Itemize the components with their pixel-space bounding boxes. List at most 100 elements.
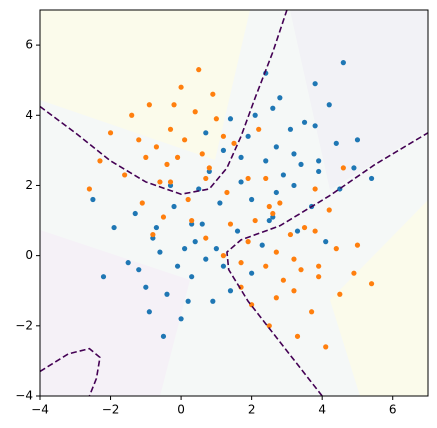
scatter-point — [227, 221, 234, 227]
scatter-point — [160, 333, 167, 339]
scatter-point — [291, 182, 297, 189]
scatter-point — [249, 270, 255, 276]
scatter-point — [192, 109, 198, 115]
scatter-point — [245, 239, 251, 245]
y-tick-label: 0 — [25, 248, 33, 262]
scatter-point — [294, 228, 301, 234]
scatter-point — [287, 126, 294, 132]
scatter-point — [277, 200, 283, 206]
x-tick-label: −4 — [31, 403, 49, 417]
scatter-point — [312, 123, 318, 129]
scatter-point — [157, 249, 163, 255]
scatter-point — [277, 95, 283, 101]
scatter-point — [266, 217, 272, 224]
scatter-point — [182, 137, 188, 143]
scatter-point — [129, 112, 135, 118]
scatter-point — [294, 333, 301, 339]
scatter-point — [220, 263, 227, 269]
scatter-point — [146, 102, 152, 108]
scatter-point — [333, 140, 339, 146]
scatter-point — [291, 256, 297, 262]
scatter-point — [263, 263, 269, 269]
background — [40, 10, 428, 396]
scatter-point — [354, 242, 361, 248]
scatter-point — [354, 137, 361, 143]
scatter-point — [312, 228, 318, 234]
scatter-point — [167, 126, 174, 132]
scatter-point — [238, 154, 244, 160]
scatter-point — [171, 102, 177, 108]
scatter-point — [291, 151, 297, 157]
scatter-point — [100, 274, 107, 280]
scatter-point — [368, 281, 375, 287]
x-tick-label: 4 — [318, 403, 326, 417]
scatter-point — [266, 203, 272, 210]
scatter-point — [252, 217, 258, 224]
scatter-point — [266, 323, 272, 329]
scatter-point — [196, 67, 202, 73]
scatter-point — [270, 210, 276, 217]
scatter-point — [301, 119, 308, 125]
scatter-point — [157, 179, 163, 185]
scatter-point — [263, 158, 269, 164]
scatter-point — [298, 267, 304, 273]
scatter-point — [224, 189, 230, 196]
scatter-point — [153, 224, 159, 231]
scatter-point — [178, 316, 184, 322]
scatter-point — [220, 147, 227, 153]
scatter-point — [174, 263, 181, 269]
scatter-point — [125, 260, 131, 266]
scatter-point — [203, 256, 209, 262]
scatter-point — [90, 196, 96, 203]
decision-boundary — [40, 10, 288, 196]
y-tick-label: −2 — [15, 318, 33, 332]
scatter-point — [316, 263, 322, 269]
scatter-point — [164, 291, 170, 297]
scatter-point — [256, 126, 262, 132]
scatter-point — [312, 186, 318, 192]
x-tick-label: 0 — [177, 403, 185, 417]
scatter-point — [143, 284, 149, 290]
scatter-point — [287, 231, 294, 238]
axes-frame — [39, 9, 429, 397]
scatter-point — [238, 260, 244, 266]
scatter-point — [182, 246, 188, 252]
scatter-point — [231, 140, 237, 146]
bg-region — [40, 10, 250, 160]
scatter-point — [273, 295, 279, 301]
scatter-point — [217, 200, 223, 206]
scatter-point — [203, 130, 209, 136]
scatter-point — [107, 130, 114, 136]
scatter-point — [136, 137, 142, 143]
scatter-point — [220, 133, 227, 139]
scatter-point — [122, 172, 128, 178]
scatter-point — [326, 207, 332, 213]
scatter-point — [213, 246, 219, 252]
scatter-point — [316, 158, 322, 164]
scatter-point — [273, 249, 279, 255]
scatter-point — [351, 165, 357, 171]
scatter-point — [167, 179, 174, 185]
scatter-point — [136, 267, 142, 273]
scatter-point — [270, 105, 276, 111]
scatter-point — [298, 161, 304, 167]
y-tick-label: 6 — [25, 38, 33, 52]
x-tick-label: 6 — [389, 403, 397, 417]
bg-region — [290, 10, 428, 190]
scatter-point — [111, 224, 117, 231]
scatter-point — [323, 239, 329, 245]
scatter-point — [368, 175, 375, 182]
scatter-point — [171, 203, 177, 210]
scatter-point — [316, 274, 322, 280]
scatter-point — [227, 288, 234, 294]
scatter-point — [153, 144, 159, 150]
scatter-point — [273, 189, 279, 196]
scatter-point — [132, 210, 138, 217]
scatter-point — [143, 154, 149, 160]
scatter-point — [220, 253, 227, 259]
scatter-point — [259, 242, 265, 248]
scatter-point — [340, 60, 346, 66]
scatter-point — [312, 81, 318, 87]
scatter-point — [273, 144, 279, 150]
